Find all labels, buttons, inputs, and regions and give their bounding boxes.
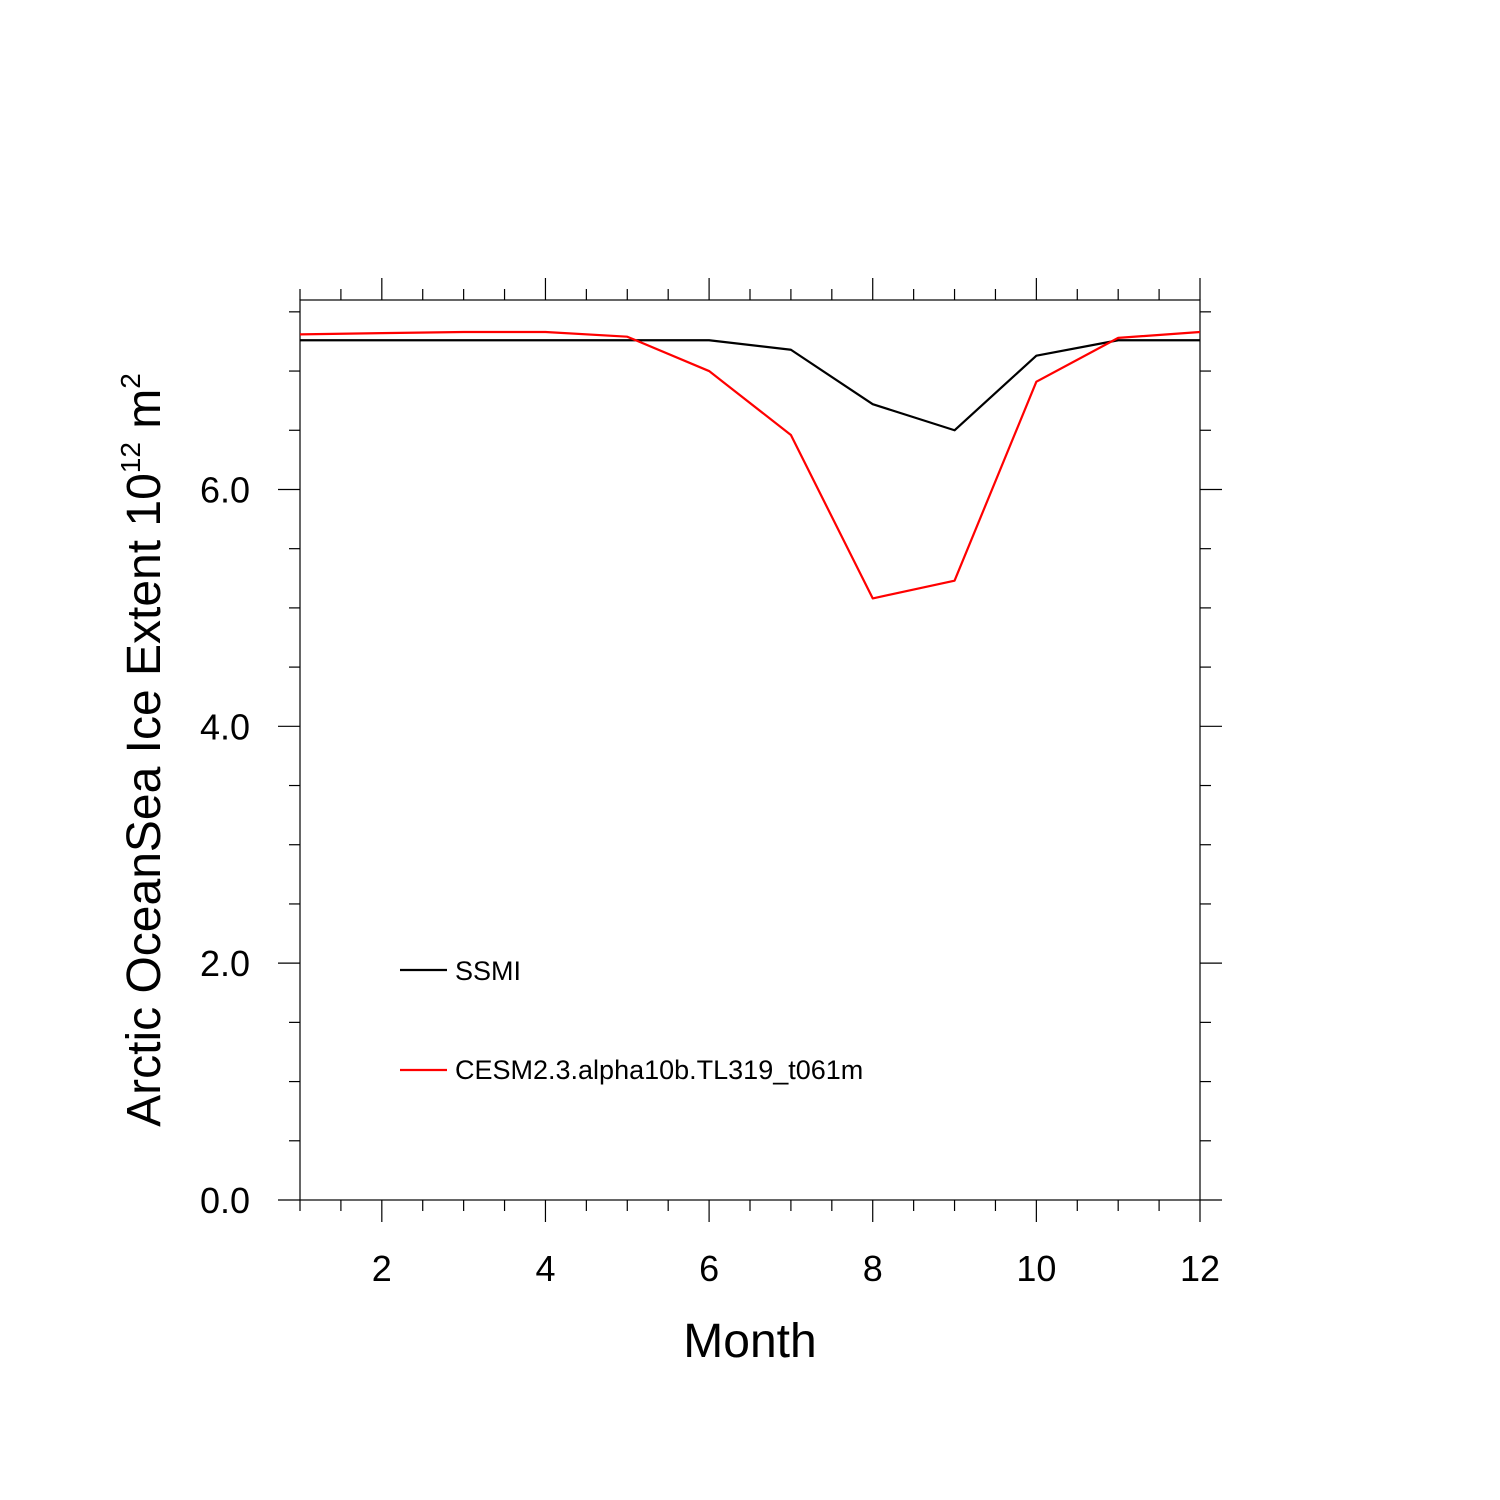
y-tick-label: 6.0 bbox=[200, 469, 250, 510]
y-axis-title: Arctic OceanSea Ice Extent 1012 m2 bbox=[115, 373, 171, 1127]
legend: SSMI CESM2.3.alpha10b.TL319_t061m bbox=[400, 956, 863, 1085]
y-tick-label: 0.0 bbox=[200, 1180, 250, 1221]
x-tick-label: 12 bbox=[1180, 1248, 1220, 1289]
legend-label-cesm: CESM2.3.alpha10b.TL319_t061m bbox=[455, 1055, 863, 1085]
y-axis-title-unit: m bbox=[118, 389, 171, 442]
axis-ticks bbox=[278, 278, 1222, 1222]
x-tick-label: 2 bbox=[372, 1248, 392, 1289]
series-lines bbox=[299, 330, 1201, 600]
y-tick-label: 4.0 bbox=[200, 706, 250, 747]
x-tick-label: 8 bbox=[863, 1248, 883, 1289]
x-tick-label: 6 bbox=[699, 1248, 719, 1289]
y-axis-title-exponent: 12 bbox=[115, 442, 146, 473]
legend-label-ssmi: SSMI bbox=[455, 956, 521, 986]
tick-labels: 2 4 6 8 10 12 0.0 2.0 4.0 6.0 bbox=[200, 469, 1220, 1289]
y-axis-title-main: Arctic OceanSea Ice Extent 10 bbox=[118, 473, 171, 1127]
x-tick-label: 4 bbox=[535, 1248, 555, 1289]
plot-frame bbox=[299, 299, 1201, 1201]
x-axis-title: Month bbox=[683, 1315, 816, 1368]
series-line-cesm bbox=[299, 330, 1201, 600]
x-tick-label: 10 bbox=[1016, 1248, 1056, 1289]
y-axis-title-unit-exponent: 2 bbox=[115, 373, 146, 389]
series-line-ssmi bbox=[300, 339, 1200, 432]
y-tick-label: 2.0 bbox=[200, 943, 250, 984]
